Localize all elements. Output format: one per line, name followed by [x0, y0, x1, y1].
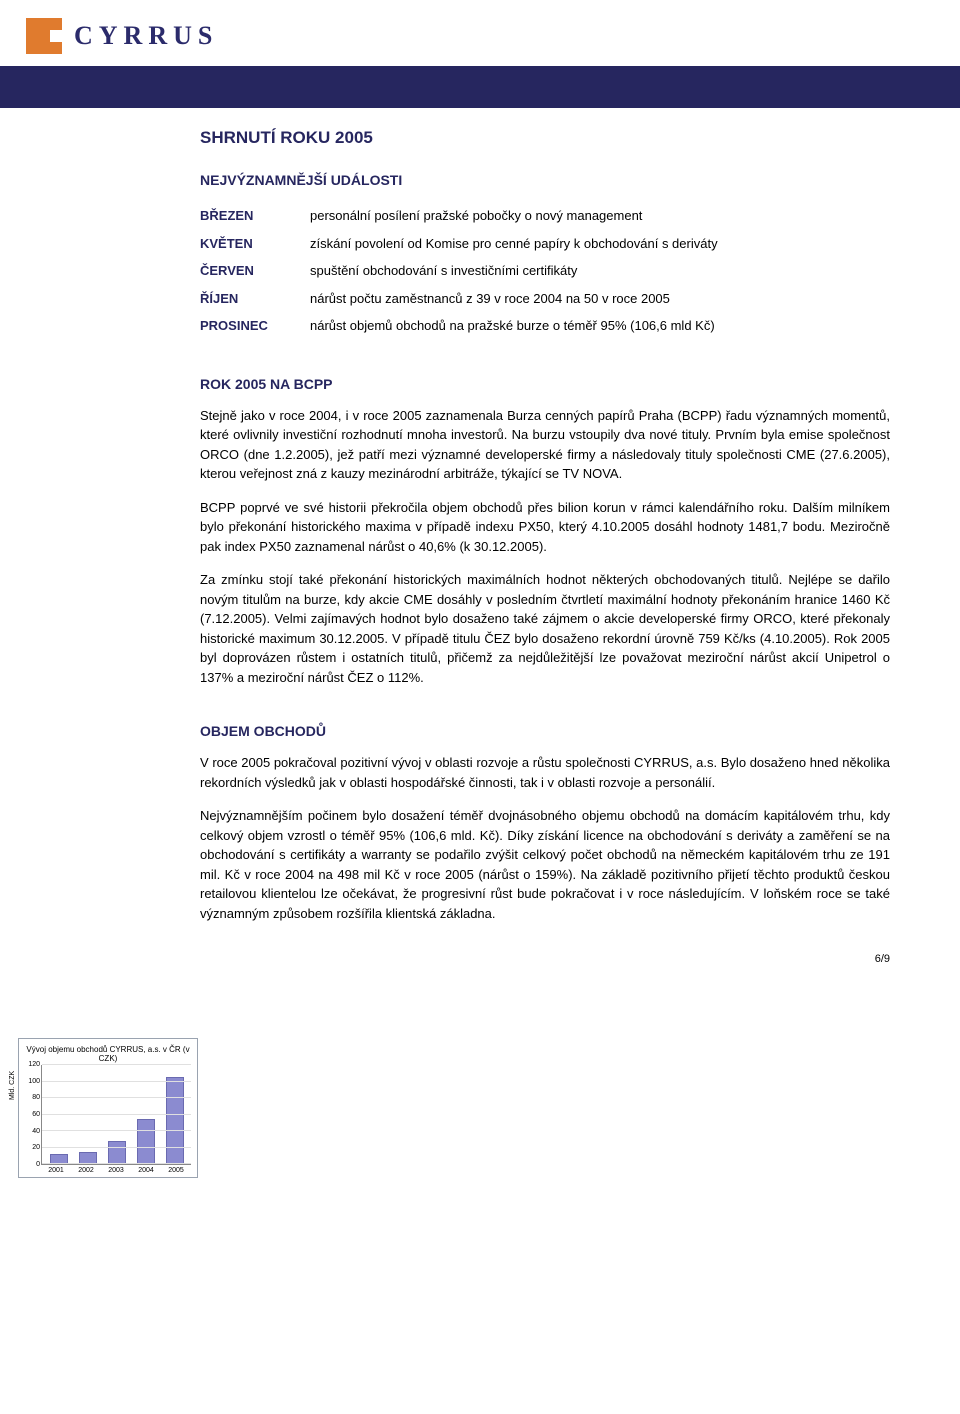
- chart-grid-line: [42, 1163, 191, 1164]
- main-content: SHRNUTÍ ROKU 2005 NEJVÝZNAMNĚJŠÍ UDÁLOST…: [200, 128, 960, 937]
- event-text: nárůst objemů obchodů na pražské burze o…: [310, 312, 890, 340]
- page-number: 6/9: [875, 953, 890, 965]
- event-month: KVĚTEN: [200, 230, 310, 258]
- event-month: PROSINEC: [200, 312, 310, 340]
- event-text: nárůst počtu zaměstnanců z 39 v roce 200…: [310, 285, 890, 313]
- chart-y-tick-label: 20: [22, 1144, 40, 1151]
- table-row: KVĚTENzískání povolení od Komise pro cen…: [200, 230, 890, 258]
- event-month: ŘÍJEN: [200, 285, 310, 313]
- logo-mark-icon: [26, 18, 62, 54]
- event-text: personální posílení pražské pobočky o no…: [310, 202, 890, 230]
- chart-y-tick-label: 100: [22, 1078, 40, 1085]
- chart-grid-line: [42, 1130, 191, 1131]
- events-table: BŘEZENpersonální posílení pražské pobočk…: [200, 202, 890, 340]
- chart-y-axis-label: Mld. CZK: [9, 1071, 16, 1100]
- chart-x-ticks: 2001 2002 2003 2004 2005: [41, 1167, 191, 1174]
- chart-x-tick-label: 2001: [48, 1167, 64, 1174]
- body-paragraph: Za zmínku stojí také překonání historick…: [200, 570, 890, 687]
- chart-grid-line: [42, 1081, 191, 1082]
- table-row: PROSINECnárůst objemů obchodů na pražské…: [200, 312, 890, 340]
- rok-paragraphs: Stejně jako v roce 2004, i v roce 2005 z…: [200, 406, 890, 688]
- event-text: spuštění obchodování s investičními cert…: [310, 257, 890, 285]
- chart-bar: [166, 1077, 184, 1164]
- chart-plot-area: 120100806040200: [41, 1065, 191, 1165]
- event-text: získání povolení od Komise pro cenné pap…: [310, 230, 890, 258]
- left-column: Vývoj objemu obchodů CYRRUS, a.s. v ČR (…: [0, 128, 200, 937]
- body-paragraph: Stejně jako v roce 2004, i v roce 2005 z…: [200, 406, 890, 484]
- table-row: ČERVENspuštění obchodování s investičním…: [200, 257, 890, 285]
- volume-chart: Vývoj objemu obchodů CYRRUS, a.s. v ČR (…: [18, 1038, 198, 1178]
- chart-grid-line: [42, 1097, 191, 1098]
- header-bar: [0, 66, 960, 108]
- body-paragraph: Nejvýznamnějším počinem bylo dosažení té…: [200, 806, 890, 923]
- chart-y-tick-label: 0: [22, 1161, 40, 1168]
- chart-bar: [108, 1141, 126, 1164]
- chart-bar: [137, 1119, 155, 1164]
- events-title: NEJVÝZNAMNĚJŠÍ UDÁLOSTI: [200, 172, 890, 188]
- chart-y-tick-label: 60: [22, 1111, 40, 1118]
- body-paragraph: BCPP poprvé ve své historii překročila o…: [200, 498, 890, 557]
- rok-title: ROK 2005 NA BCPP: [200, 376, 890, 392]
- chart-y-tick-label: 120: [22, 1061, 40, 1068]
- table-row: ŘÍJENnárůst počtu zaměstnanců z 39 v roc…: [200, 285, 890, 313]
- chart-title: Vývoj objemu obchodů CYRRUS, a.s. v ČR (…: [19, 1039, 197, 1065]
- chart-x-tick-label: 2004: [138, 1167, 154, 1174]
- chart-grid-line: [42, 1147, 191, 1148]
- chart-grid-line: [42, 1064, 191, 1065]
- event-month: ČERVEN: [200, 257, 310, 285]
- chart-y-tick-label: 80: [22, 1094, 40, 1101]
- chart-y-tick-label: 40: [22, 1128, 40, 1135]
- section-title: SHRNUTÍ ROKU 2005: [200, 128, 890, 148]
- body-paragraph: V roce 2005 pokračoval pozitivní vývoj v…: [200, 753, 890, 792]
- logo: CYRRUS: [0, 0, 960, 66]
- logo-text: CYRRUS: [74, 21, 218, 51]
- event-month: BŘEZEN: [200, 202, 310, 230]
- chart-x-tick-label: 2002: [78, 1167, 94, 1174]
- objem-paragraphs: V roce 2005 pokračoval pozitivní vývoj v…: [200, 753, 890, 923]
- table-row: BŘEZENpersonální posílení pražské pobočk…: [200, 202, 890, 230]
- chart-y-ticks: 120 100 80 60 40 20 0: [22, 1061, 40, 1168]
- chart-grid-line: [42, 1114, 191, 1115]
- chart-x-tick-label: 2003: [108, 1167, 124, 1174]
- objem-title: OBJEM OBCHODŮ: [200, 723, 890, 739]
- chart-x-tick-label: 2005: [168, 1167, 184, 1174]
